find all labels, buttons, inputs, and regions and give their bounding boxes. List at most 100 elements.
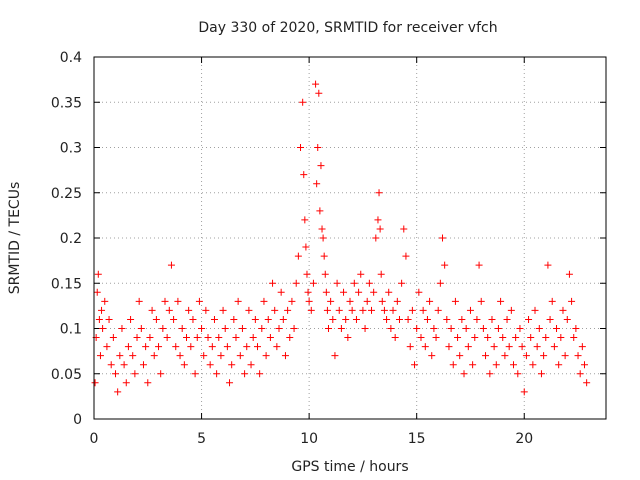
data-point — [120, 361, 128, 369]
data-point — [109, 334, 117, 342]
data-point — [131, 370, 139, 378]
data-point — [284, 306, 292, 314]
data-point — [553, 325, 561, 332]
data-point — [258, 325, 266, 332]
data-point — [555, 361, 563, 369]
data-point — [159, 325, 167, 332]
data-point — [466, 306, 474, 314]
data-point — [174, 297, 182, 305]
data-point — [372, 234, 380, 242]
data-point — [183, 334, 191, 342]
data-point — [400, 225, 408, 233]
data-point — [350, 279, 358, 287]
data-points — [91, 80, 591, 396]
data-point — [376, 225, 384, 233]
data-point — [253, 343, 261, 351]
y-tick-label: 0.05 — [51, 367, 82, 383]
data-point — [297, 144, 305, 151]
data-point — [303, 270, 311, 278]
data-point — [105, 315, 113, 323]
data-point — [217, 352, 225, 360]
data-point — [95, 315, 103, 323]
data-point — [230, 315, 238, 323]
data-point — [393, 297, 401, 305]
data-point — [501, 352, 509, 360]
data-point — [152, 315, 160, 323]
data-point — [165, 306, 173, 314]
data-point — [441, 261, 449, 269]
data-point — [309, 279, 317, 287]
data-point — [251, 315, 259, 323]
data-point — [522, 352, 530, 360]
data-point — [377, 270, 385, 278]
data-point — [434, 306, 442, 314]
data-point — [525, 315, 533, 323]
data-point — [411, 361, 419, 369]
data-point — [150, 352, 158, 360]
data-point — [503, 315, 511, 323]
data-point — [415, 288, 423, 296]
data-point — [187, 343, 195, 351]
data-point — [499, 334, 507, 342]
data-point — [98, 306, 106, 314]
data-point — [112, 370, 120, 378]
data-point — [518, 343, 526, 351]
data-point — [317, 162, 325, 170]
x-tick-label: 15 — [408, 431, 426, 447]
data-point — [408, 306, 416, 314]
data-point — [479, 325, 487, 332]
data-point — [322, 288, 330, 296]
data-point — [266, 334, 274, 342]
data-point — [247, 361, 255, 369]
data-point — [262, 352, 270, 360]
data-point — [157, 370, 165, 378]
data-point — [271, 306, 279, 314]
axis-ticks: 0 0.05 0.1 0.15 0.2 0.25 0.3 0.35 0.4 0 5 10 15 20 — [51, 50, 606, 447]
x-tick-label: 5 — [197, 431, 206, 447]
data-point — [232, 334, 240, 342]
data-point — [319, 234, 327, 242]
data-point — [129, 352, 137, 360]
data-point — [315, 89, 323, 97]
data-point — [299, 98, 307, 106]
y-tick-label: 0.4 — [60, 50, 82, 66]
data-point — [137, 325, 145, 332]
data-point — [206, 361, 214, 369]
data-point — [148, 306, 156, 314]
data-point — [361, 325, 369, 332]
y-tick-label: 0.35 — [51, 95, 82, 111]
data-point — [406, 343, 414, 351]
data-point — [213, 370, 221, 378]
data-point — [264, 315, 272, 323]
data-point — [486, 370, 494, 378]
data-point — [146, 334, 154, 342]
data-point — [301, 216, 309, 224]
data-point — [269, 279, 277, 287]
data-point — [375, 189, 383, 197]
data-point — [275, 325, 283, 332]
data-point — [565, 270, 573, 278]
data-point — [462, 325, 470, 332]
data-point — [580, 361, 588, 369]
data-point — [305, 297, 313, 305]
x-axis-label: GPS time / hours — [291, 459, 408, 475]
data-point — [432, 334, 440, 342]
data-point — [321, 270, 329, 278]
data-point — [243, 343, 251, 351]
data-point — [533, 343, 541, 351]
data-point — [290, 325, 298, 332]
data-point — [404, 315, 412, 323]
data-point — [537, 370, 545, 378]
data-point — [273, 343, 281, 351]
data-point — [460, 370, 468, 378]
data-point — [449, 361, 457, 369]
data-point — [238, 325, 246, 332]
data-point — [423, 315, 431, 323]
data-point — [477, 297, 485, 305]
data-point — [198, 325, 206, 332]
data-point — [578, 343, 586, 351]
data-point — [318, 225, 326, 233]
data-point — [234, 297, 242, 305]
data-point — [163, 334, 171, 342]
